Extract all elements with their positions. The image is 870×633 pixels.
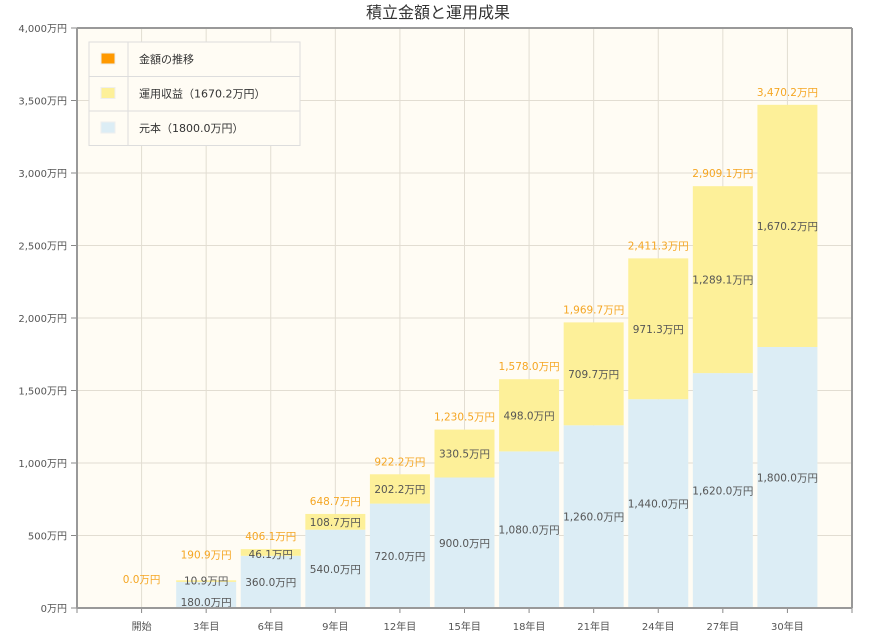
total-label: 0.0万円 — [123, 574, 161, 586]
legend-box — [88, 41, 301, 146]
data-label: 360.0万円 — [245, 577, 296, 589]
total-label: 922.2万円 — [374, 456, 425, 468]
legend-label: 運用収益（1670.2万円） — [139, 87, 266, 101]
legend-swatch — [100, 121, 116, 134]
x-tick-label: 6年目 — [258, 620, 284, 633]
bar-segment — [563, 425, 624, 608]
bar-segment — [240, 549, 301, 556]
data-label: 709.7万円 — [568, 369, 619, 381]
data-label: 330.5万円 — [439, 449, 490, 461]
bar-segment — [692, 373, 753, 608]
data-label: 1,800.0万円 — [757, 473, 818, 485]
bar-segment — [499, 379, 560, 452]
total-label: 1,969.7万円 — [563, 304, 624, 316]
legend-swatch — [100, 52, 116, 65]
total-label: 1,230.5万円 — [434, 412, 495, 424]
bar-segment — [628, 399, 689, 608]
bar-segment — [499, 451, 560, 608]
x-tick-label: 3年目 — [193, 620, 219, 633]
x-tick-label: 24年目 — [642, 620, 675, 633]
bar-segment — [692, 186, 753, 374]
x-tick-label: 30年目 — [771, 620, 804, 633]
legend-label: 金額の推移 — [139, 52, 194, 66]
y-tick-label: 2,000万円 — [18, 314, 67, 325]
data-label: 1,440.0万円 — [628, 499, 689, 511]
data-label: 108.7万円 — [310, 517, 361, 529]
total-label: 190.9万円 — [181, 549, 232, 561]
total-label: 3,470.2万円 — [757, 87, 818, 99]
x-tick-label: 18年目 — [513, 620, 546, 633]
bar-segment — [240, 555, 301, 608]
x-tick-label: 27年目 — [706, 620, 739, 633]
y-tick-label: 0万円 — [41, 604, 67, 615]
data-label: 900.0万円 — [439, 538, 490, 550]
data-label: 202.2万円 — [374, 484, 425, 496]
bar-segment — [434, 477, 495, 608]
data-label: 10.9万円 — [184, 575, 228, 587]
y-tick-label: 4,000万円 — [18, 24, 67, 35]
bar-segment — [176, 581, 237, 608]
chart-title: 積立金額と運用成果 — [366, 3, 510, 22]
data-label: 1,289.1万円 — [692, 275, 753, 287]
legend-label: 元本（1800.0万円） — [139, 121, 244, 135]
bar-segment — [369, 474, 430, 504]
legend-swatch — [100, 87, 116, 99]
total-label: 2,909.1万円 — [692, 168, 753, 180]
x-tick-label: 21年目 — [577, 620, 610, 633]
data-label: 1,670.2万円 — [757, 221, 818, 233]
y-tick-label: 3,000万円 — [18, 169, 67, 180]
y-tick-label: 3,500万円 — [18, 97, 67, 108]
bar-segment — [757, 347, 818, 608]
bar-segment — [305, 529, 366, 608]
y-tick-label: 1,500万円 — [18, 387, 67, 398]
bar-segment — [369, 503, 430, 608]
data-label: 720.0万円 — [374, 551, 425, 563]
data-label: 971.3万円 — [633, 324, 684, 336]
y-tick-label: 1,000万円 — [18, 459, 67, 470]
y-tick-label: 2,500万円 — [18, 242, 67, 253]
total-label: 648.7万円 — [310, 496, 361, 508]
x-tick-label: 15年目 — [448, 620, 481, 633]
data-label: 540.0万円 — [310, 564, 361, 576]
x-tick-label: 12年目 — [384, 620, 417, 633]
bar-segment — [757, 104, 818, 347]
data-label: 180.0万円 — [181, 597, 232, 609]
total-label: 2,411.3万円 — [628, 240, 689, 252]
y-tick-label: 500万円 — [28, 532, 67, 543]
x-tick-label: 9年目 — [322, 620, 348, 633]
data-label: 1,620.0万円 — [692, 486, 753, 498]
data-label: 1,260.0万円 — [563, 512, 624, 524]
x-tick-label: 開始 — [132, 620, 152, 633]
data-label: 498.0万円 — [504, 410, 555, 422]
data-label: 1,080.0万円 — [499, 525, 560, 537]
bar-segment — [628, 258, 689, 400]
data-label: 46.1万円 — [249, 549, 293, 561]
total-label: 1,578.0万円 — [499, 361, 560, 373]
bar-segment — [305, 513, 366, 530]
total-label: 406.1万円 — [245, 531, 296, 543]
bar-segment — [563, 322, 624, 426]
bar-segment — [176, 580, 237, 582]
bar-segment — [434, 429, 495, 478]
